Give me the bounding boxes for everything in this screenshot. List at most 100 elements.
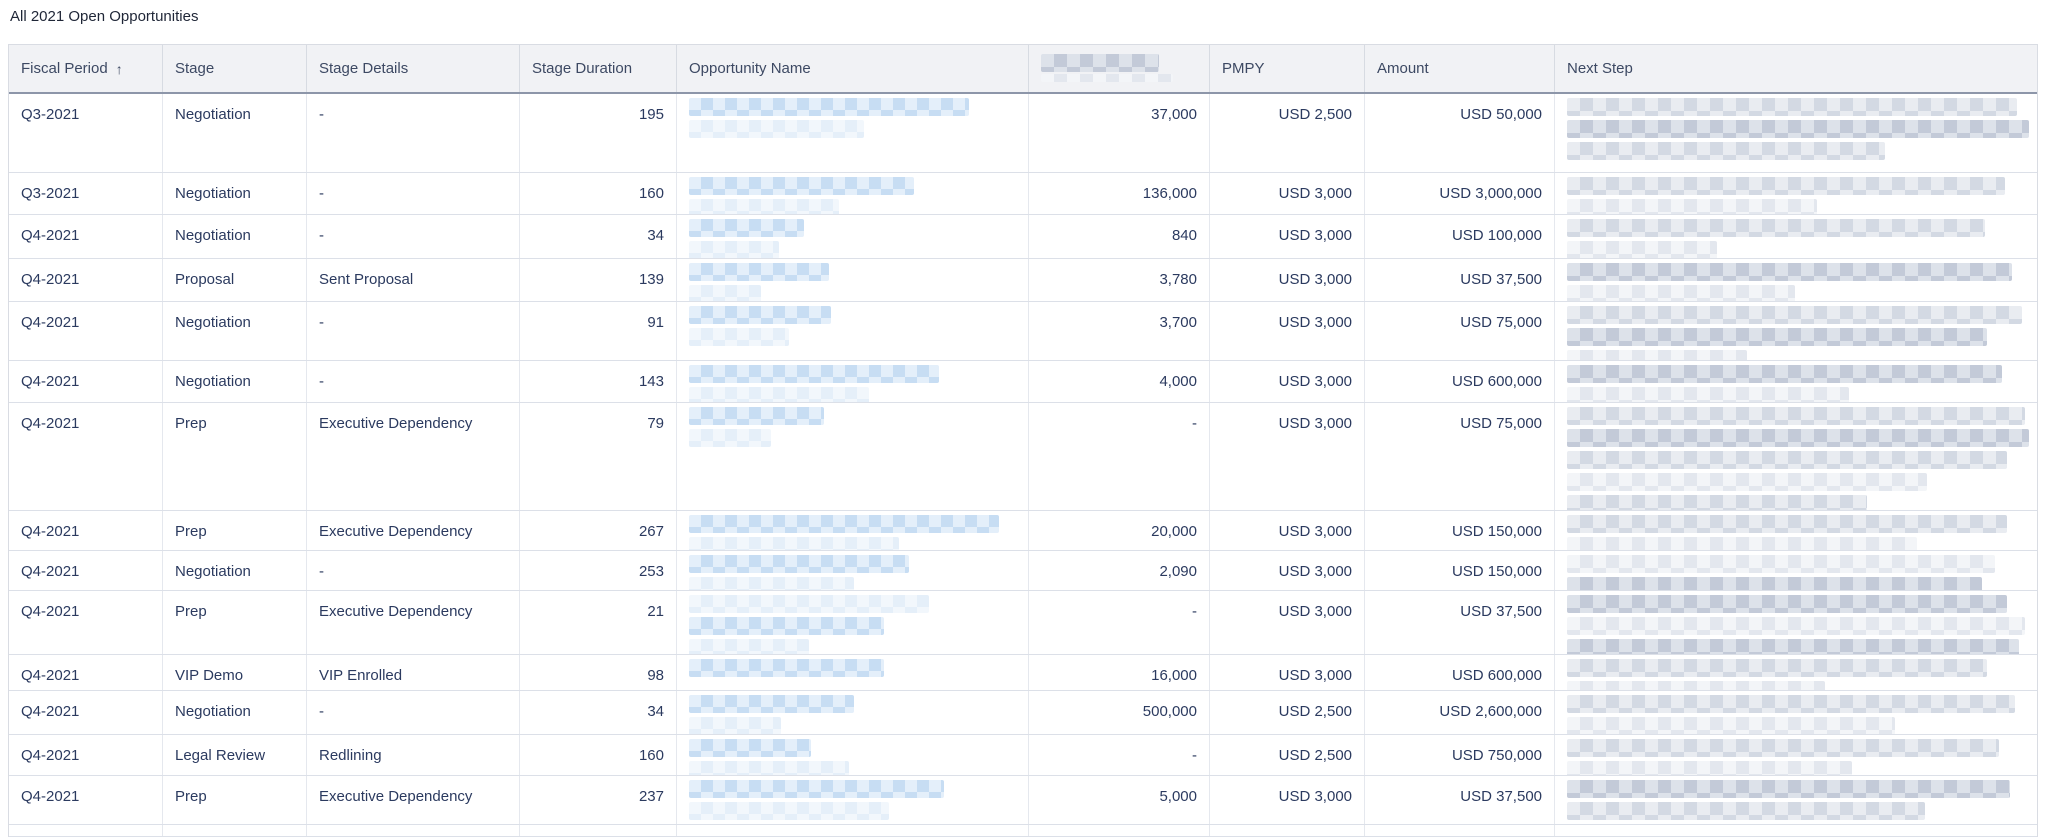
page-title: All 2021 Open Opportunities — [10, 8, 199, 25]
column-header-stage_details[interactable]: Stage Details — [307, 45, 520, 92]
redacted-text-line — [689, 659, 884, 677]
cell-stage: Negotiation — [163, 173, 307, 214]
table-row: Q4-2021 Prep Executive Dependency 267 20,000… — [9, 511, 2037, 551]
table-row: Q4-2021 Negotiation -253 2,090 USD 3,000 USD … — [9, 551, 2037, 591]
redacted-text-line — [689, 717, 781, 734]
redacted-text-line — [1567, 451, 2007, 469]
cell-fiscal_period — [9, 825, 163, 836]
cell-stage_details: - — [307, 94, 520, 172]
cell-opportunity_name — [677, 94, 1029, 172]
table-row: Q4-2021 Prep Executive Dependency 79 - USD 3,… — [9, 403, 2037, 511]
column-header-opportunity_name[interactable]: Opportunity Name — [677, 45, 1029, 92]
redacted-text-line — [689, 120, 864, 138]
cell-fiscal_period: Q4-2021 — [9, 511, 163, 550]
cell-stage_details: - — [307, 691, 520, 734]
column-header-label: Amount — [1377, 60, 1429, 77]
cell-redacted_metric: 4,000 — [1029, 361, 1210, 402]
redacted-text-line — [1567, 659, 1987, 677]
redacted-text-line — [689, 802, 889, 820]
table-row: Q4-2021 Prep Executive Dependency 237 5,000 U… — [9, 776, 2037, 825]
cell-stage_details — [307, 825, 520, 836]
cell-stage_duration: 139 — [520, 259, 677, 301]
column-header-pmpy[interactable]: PMPY — [1210, 45, 1365, 92]
column-header-fiscal_period[interactable]: Fiscal Period ↑ — [9, 45, 163, 92]
cell-stage_duration: 160 — [520, 735, 677, 775]
cell-opportunity_name — [677, 403, 1029, 510]
redacted-text-line — [689, 429, 771, 447]
redacted-text-line — [1567, 555, 1995, 573]
redacted-text-line — [1567, 617, 2025, 635]
cell-redacted_metric: 2,090 — [1029, 551, 1210, 590]
cell-amount: USD 37,500 — [1365, 776, 1555, 824]
cell-pmpy: USD 3,000 — [1210, 591, 1365, 654]
redacted-text-line — [689, 306, 831, 324]
redacted-text-line — [689, 555, 909, 573]
column-header-label: Stage Details — [319, 60, 409, 77]
cell-fiscal_period: Q4-2021 — [9, 776, 163, 824]
redacted-text-line — [689, 199, 839, 214]
cell-redacted_metric: 136,000 — [1029, 173, 1210, 214]
column-header-label: Fiscal Period — [21, 60, 108, 77]
redacted-text-line — [1567, 780, 2010, 798]
cell-stage_duration: 98 — [520, 655, 677, 690]
redacted-text-line — [689, 98, 969, 116]
redacted-text-line — [689, 387, 869, 402]
cell-amount: USD 150,000 — [1365, 511, 1555, 550]
redacted-text-line — [1567, 328, 1987, 346]
cell-stage: Prep — [163, 511, 307, 550]
cell-opportunity_name — [677, 735, 1029, 775]
cell-amount: USD 3,000,000 — [1365, 173, 1555, 214]
column-header-next_step[interactable]: Next Step — [1555, 45, 2037, 92]
redacted-text-line — [1567, 802, 1925, 820]
cell-redacted_metric: 16,000 — [1029, 655, 1210, 690]
cell-redacted_metric: 500,000 — [1029, 691, 1210, 734]
cell-stage: Negotiation — [163, 94, 307, 172]
cell-stage: Negotiation — [163, 302, 307, 360]
cell-fiscal_period: Q4-2021 — [9, 215, 163, 258]
cell-next_step — [1555, 776, 2037, 824]
cell-redacted_metric: 37,000 — [1029, 94, 1210, 172]
cell-redacted_metric: 3,700 — [1029, 302, 1210, 360]
cell-pmpy: USD 3,000 — [1210, 655, 1365, 690]
cell-stage_details: Executive Dependency — [307, 591, 520, 654]
cell-fiscal_period: Q4-2021 — [9, 591, 163, 654]
sort-ascending-icon: ↑ — [115, 60, 123, 77]
cell-stage_details: Redlining — [307, 735, 520, 775]
cell-pmpy: USD 3,000 — [1210, 173, 1365, 214]
cell-stage_duration: 237 — [520, 776, 677, 824]
redacted-text-line — [1567, 387, 1849, 402]
cell-stage — [163, 825, 307, 836]
cell-stage_duration: 91 — [520, 302, 677, 360]
cell-stage_duration: 79 — [520, 403, 677, 510]
cell-next_step — [1555, 825, 2037, 836]
column-header-redacted_metric[interactable] — [1029, 45, 1210, 92]
table-row: Q3-2021 Negotiation -195 37,000 USD 2,500 USD… — [9, 94, 2037, 173]
cell-stage_duration: 160 — [520, 173, 677, 214]
redacted-text-line — [1567, 429, 2029, 447]
cell-fiscal_period: Q4-2021 — [9, 302, 163, 360]
cell-stage: Negotiation — [163, 691, 307, 734]
cell-redacted_metric: - — [1029, 591, 1210, 654]
cell-pmpy: USD 2,500 — [1210, 691, 1365, 734]
cell-redacted_metric: 3,780 — [1029, 259, 1210, 301]
redacted-text-line — [1567, 306, 2022, 324]
cell-redacted_metric — [1029, 825, 1210, 836]
cell-redacted_metric: - — [1029, 403, 1210, 510]
cell-next_step — [1555, 403, 2037, 510]
cell-amount — [1365, 825, 1555, 836]
column-header-stage[interactable]: Stage — [163, 45, 307, 92]
table-row: Q4-2021 Legal Review Redlining 160 - USD 2,50… — [9, 735, 2037, 776]
redacted-text-line — [1567, 285, 1795, 301]
redacted-text-line — [689, 328, 789, 346]
redacted-text-line — [689, 219, 804, 237]
column-header-stage_duration[interactable]: Stage Duration — [520, 45, 677, 92]
cell-next_step — [1555, 551, 2037, 590]
cell-opportunity_name — [677, 302, 1029, 360]
redacted-text-line — [1567, 263, 2012, 281]
column-header-label: Next Step — [1567, 60, 1633, 77]
redacted-text-line — [689, 761, 849, 775]
cell-opportunity_name — [677, 591, 1029, 654]
cell-stage_duration: 253 — [520, 551, 677, 590]
column-header-amount[interactable]: Amount — [1365, 45, 1555, 92]
cell-stage: Legal Review — [163, 735, 307, 775]
